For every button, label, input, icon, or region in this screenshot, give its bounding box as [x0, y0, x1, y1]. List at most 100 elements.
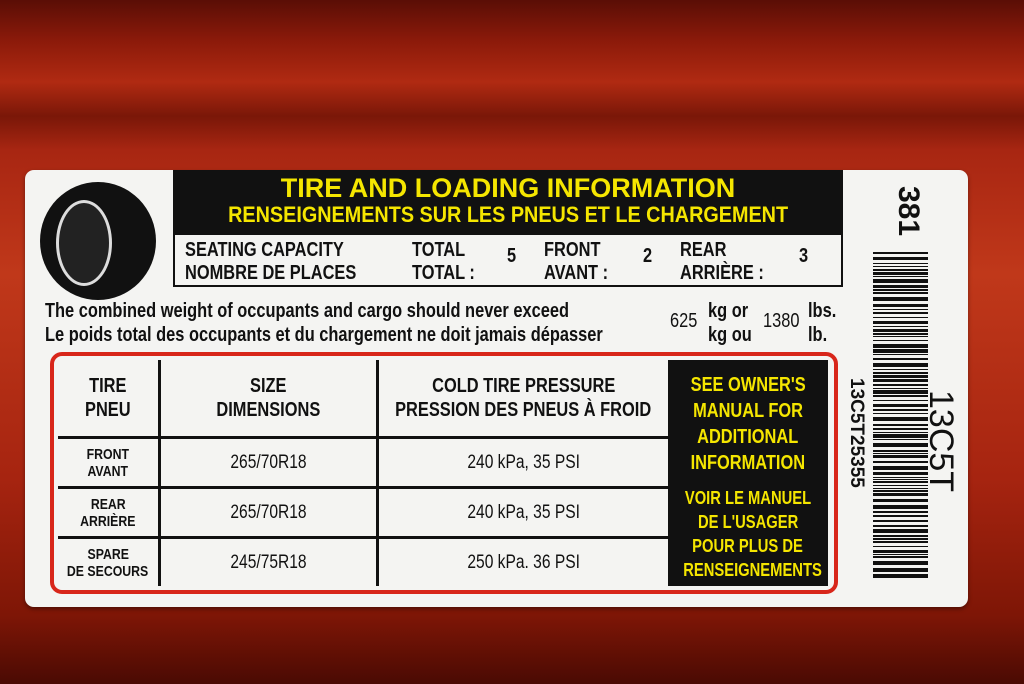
barcode-bar — [873, 304, 928, 307]
barcode-bar — [873, 285, 928, 288]
barcode-bar — [873, 556, 928, 558]
row-rear-pressure: 240 kPa, 35 PSI — [467, 501, 580, 523]
barcode-bar — [873, 321, 928, 324]
row-rear-tire: REAR ARRIÈRE — [80, 495, 136, 530]
barcode-bar — [873, 538, 928, 540]
barcode-bar — [873, 266, 928, 267]
barcode-serial: 13C5T25355 — [846, 378, 867, 488]
total-label-fr: TOTAL : — [412, 262, 475, 284]
barcode-bar — [873, 292, 928, 294]
barcode-bar — [873, 466, 928, 470]
barcode-bar — [873, 439, 928, 440]
row-spare-tire: SPARE DE SECOURS — [67, 545, 149, 580]
kg-or: kg or — [708, 300, 749, 322]
barcode-bar — [873, 344, 928, 348]
tire-pressure-table: TIRE PNEU SIZE DIMENSIONS COLD TIRE PRESSU… — [50, 352, 838, 594]
total-label: TOTAL — [412, 239, 466, 261]
barcode-bar — [873, 488, 928, 489]
front-label-fr: AVANT : — [544, 262, 609, 284]
barcode-bar — [873, 317, 928, 318]
barcode-bar — [873, 400, 928, 401]
title: TIRE AND LOADING INFORMATION — [280, 173, 736, 203]
barcode-bar — [873, 443, 928, 447]
barcode-bar — [873, 372, 928, 374]
barcode-bar — [873, 390, 928, 394]
barcode-bar — [873, 520, 928, 522]
barcode-bar — [873, 499, 928, 502]
barcode-bar — [873, 333, 928, 335]
barcode-bar — [873, 511, 928, 513]
barcode-bar — [873, 472, 928, 475]
barcode-bar — [873, 252, 928, 254]
barcode-bar — [873, 554, 928, 555]
weight-line-en: The combined weight of occupants and car… — [45, 300, 569, 322]
barcode-bar — [873, 309, 928, 310]
barcode-bar — [873, 550, 928, 553]
kg-ou: kg ou — [708, 324, 752, 346]
barcode-bar — [873, 297, 928, 301]
weight-lbs: 1380 — [763, 310, 800, 332]
barcode-bar — [873, 395, 928, 397]
barcode-bar — [873, 388, 928, 389]
header-size: SIZE DIMENSIONS — [216, 375, 321, 421]
front-value: 2 — [643, 245, 653, 267]
barcode-bar — [873, 276, 928, 277]
barcode-bar — [873, 455, 928, 458]
barcode-bar — [873, 329, 928, 332]
barcode-bar — [873, 363, 928, 367]
barcode-bar — [873, 561, 928, 565]
barcode-bar — [873, 312, 928, 314]
rear-label-fr: ARRIÈRE : — [680, 262, 764, 284]
barcode — [873, 252, 928, 580]
barcode-bar — [873, 349, 928, 353]
rear-label: REAR — [680, 239, 727, 261]
barcode-bar — [873, 432, 928, 433]
row-front-size: 265/70R18 — [230, 451, 307, 473]
barcode-bar — [873, 279, 928, 283]
tire-rim-icon — [56, 200, 112, 286]
barcode-bar — [873, 461, 928, 463]
barcode-bar — [873, 525, 928, 527]
barcode-bar — [873, 493, 928, 496]
barcode-bar — [873, 289, 928, 291]
owners-manual-note: SEE OWNER'S MANUAL FOR ADDITIONAL INFORM… — [668, 360, 828, 586]
barcode-bar — [873, 479, 928, 480]
barcode-bar — [873, 263, 928, 264]
barcode-bar — [873, 379, 928, 382]
barcode-bar — [873, 272, 928, 275]
barcode-bar — [873, 340, 928, 341]
barcode-bar — [873, 326, 928, 327]
weight-kg: 625 — [670, 310, 698, 332]
barcode-bar — [873, 358, 928, 360]
row-spare-size: 245/75R18 — [230, 551, 307, 573]
barcode-bar — [873, 354, 928, 355]
barcode-code: 13C5T — [922, 390, 960, 493]
barcode-bar — [873, 409, 928, 411]
barcode-bar — [873, 485, 928, 486]
barcode-bar — [873, 505, 928, 509]
barcode-bar — [873, 375, 928, 378]
total-value: 5 — [507, 245, 517, 267]
barcode-bar — [873, 574, 928, 578]
lbs-unit-fr: lb. — [808, 324, 828, 346]
barcode-top-number: 381 — [892, 186, 925, 237]
barcode-bar — [873, 336, 928, 337]
front-label: FRONT — [544, 239, 601, 261]
label-header: TIRE AND LOADING INFORMATION RENSEIGNEME… — [173, 170, 843, 235]
row-front-tire: FRONT AVANT — [86, 445, 130, 480]
header-tire: TIRE PNEU — [85, 375, 131, 421]
barcode-bar — [873, 424, 928, 426]
barcode-bar — [873, 453, 928, 454]
weight-line-fr: Le poids total des occupants et du charg… — [45, 324, 603, 346]
barcode-bar — [873, 369, 928, 370]
subtitle: RENSEIGNEMENTS SUR LES PNEUS ET LE CHARG… — [228, 202, 788, 227]
barcode-bar — [873, 450, 928, 452]
barcode-bar — [873, 413, 928, 414]
barcode-bar — [873, 535, 928, 537]
barcode-bar — [873, 428, 928, 430]
barcode-bar — [873, 269, 928, 271]
barcode-bar — [873, 434, 928, 438]
barcode-bar — [873, 515, 928, 517]
barcode-bar — [873, 568, 928, 572]
barcode-bar — [873, 546, 928, 547]
